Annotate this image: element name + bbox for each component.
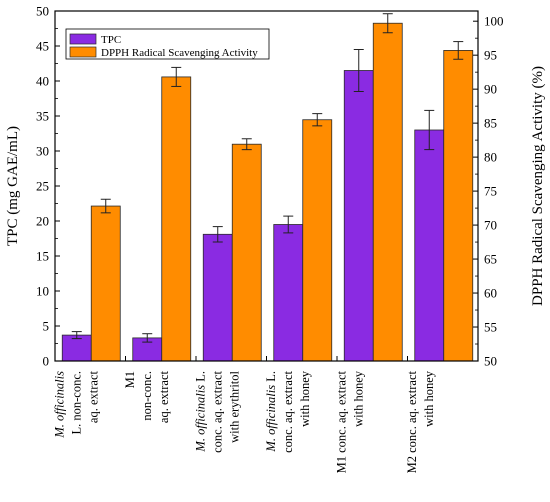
category-label-line: with honey: [298, 370, 312, 427]
left-tick-label: 20: [36, 214, 49, 229]
right-tick-label: 60: [484, 286, 497, 301]
right-tick-label: 75: [484, 184, 497, 199]
left-tick-label: 15: [36, 249, 49, 264]
right-tick-label: 100: [484, 14, 504, 29]
bar-tpc: [343, 70, 374, 362]
legend-label: TPC: [101, 34, 121, 46]
category-label-line: M1 conc. aq. extract: [334, 370, 348, 473]
bar-tpc: [273, 224, 304, 362]
bar-dpph: [443, 50, 474, 362]
category-label-line: non-conc.: [140, 371, 154, 421]
right-tick-label: 55: [484, 320, 497, 335]
left-tick-label: 25: [36, 179, 49, 194]
left-tick-label: 10: [36, 284, 49, 299]
plot-area: M. officinalis L. non-conc. aq. extract M1 n…: [5, 4, 546, 474]
category-label-line: M1: [123, 371, 137, 388]
right-tick-label: 95: [484, 48, 497, 63]
category-label-line: conc. aq. extract: [281, 370, 295, 452]
category-label-line: M. officinalis L.: [193, 371, 207, 453]
category-label-line: L. non-conc.: [69, 371, 83, 435]
category-label-line: aq. extract: [157, 370, 171, 423]
bar-dpph: [90, 205, 121, 362]
bar-tpc: [414, 129, 445, 362]
legend-box: [65, 28, 270, 60]
bar-dpph: [372, 22, 403, 362]
right-tick-label: 90: [484, 82, 497, 97]
category-label: M1 conc. aq. extract with honey: [334, 370, 365, 473]
category-label: M1 non-conc. aq. extract: [123, 370, 171, 423]
left-tick-label: 30: [36, 144, 49, 159]
legend-label: DPPH Radical Scavenging Activity: [101, 47, 258, 59]
left-tick-label: 40: [36, 74, 49, 89]
category-label-line: with erythritol: [227, 370, 241, 442]
left-tick-label: 50: [36, 4, 49, 19]
left-tick-label: 45: [36, 39, 49, 54]
category-label-line: M. officinalis: [52, 371, 66, 439]
right-tick-label: 85: [484, 116, 497, 131]
category-label-line: M. officinalis L.: [264, 371, 278, 453]
right-tick-label: 80: [484, 150, 497, 165]
left-tick-label: 5: [43, 319, 50, 334]
left-tick-label: 0: [43, 354, 50, 369]
category-label: M. officinalis L. non-conc. aq. extract: [52, 370, 100, 438]
bar-tpc: [202, 233, 233, 362]
category-label-line: aq. extract: [86, 370, 100, 423]
category-label-line: M2 conc. aq. extract: [405, 370, 419, 473]
right-tick-label: 70: [484, 218, 497, 233]
right-tick-label: 65: [484, 252, 497, 267]
category-label-line: with honey: [422, 370, 436, 427]
bar-dpph: [302, 119, 333, 362]
category-label-line: with honey: [351, 370, 365, 427]
right-tick-label: 50: [484, 354, 497, 369]
left-tick-label: 35: [36, 109, 49, 124]
category-label: M. officinalis L. conc. aq. extract with e…: [193, 370, 241, 452]
category-label: M2 conc. aq. extract with honey: [405, 370, 436, 473]
category-label: M. officinalis L. conc. aq. extract with h…: [264, 370, 312, 453]
y-left-axis-title: TPC (mg GAE/mL): [5, 126, 21, 246]
bar-dpph: [231, 143, 262, 362]
legend-swatch: [69, 33, 97, 45]
bar-tpc: [61, 334, 92, 362]
bar-dpph: [161, 76, 192, 362]
category-label-line: conc. aq. extract: [210, 370, 224, 452]
legend-swatch: [69, 46, 97, 58]
y-right-axis-title: DPPH Radical Scavenging Activity (%): [530, 66, 546, 306]
